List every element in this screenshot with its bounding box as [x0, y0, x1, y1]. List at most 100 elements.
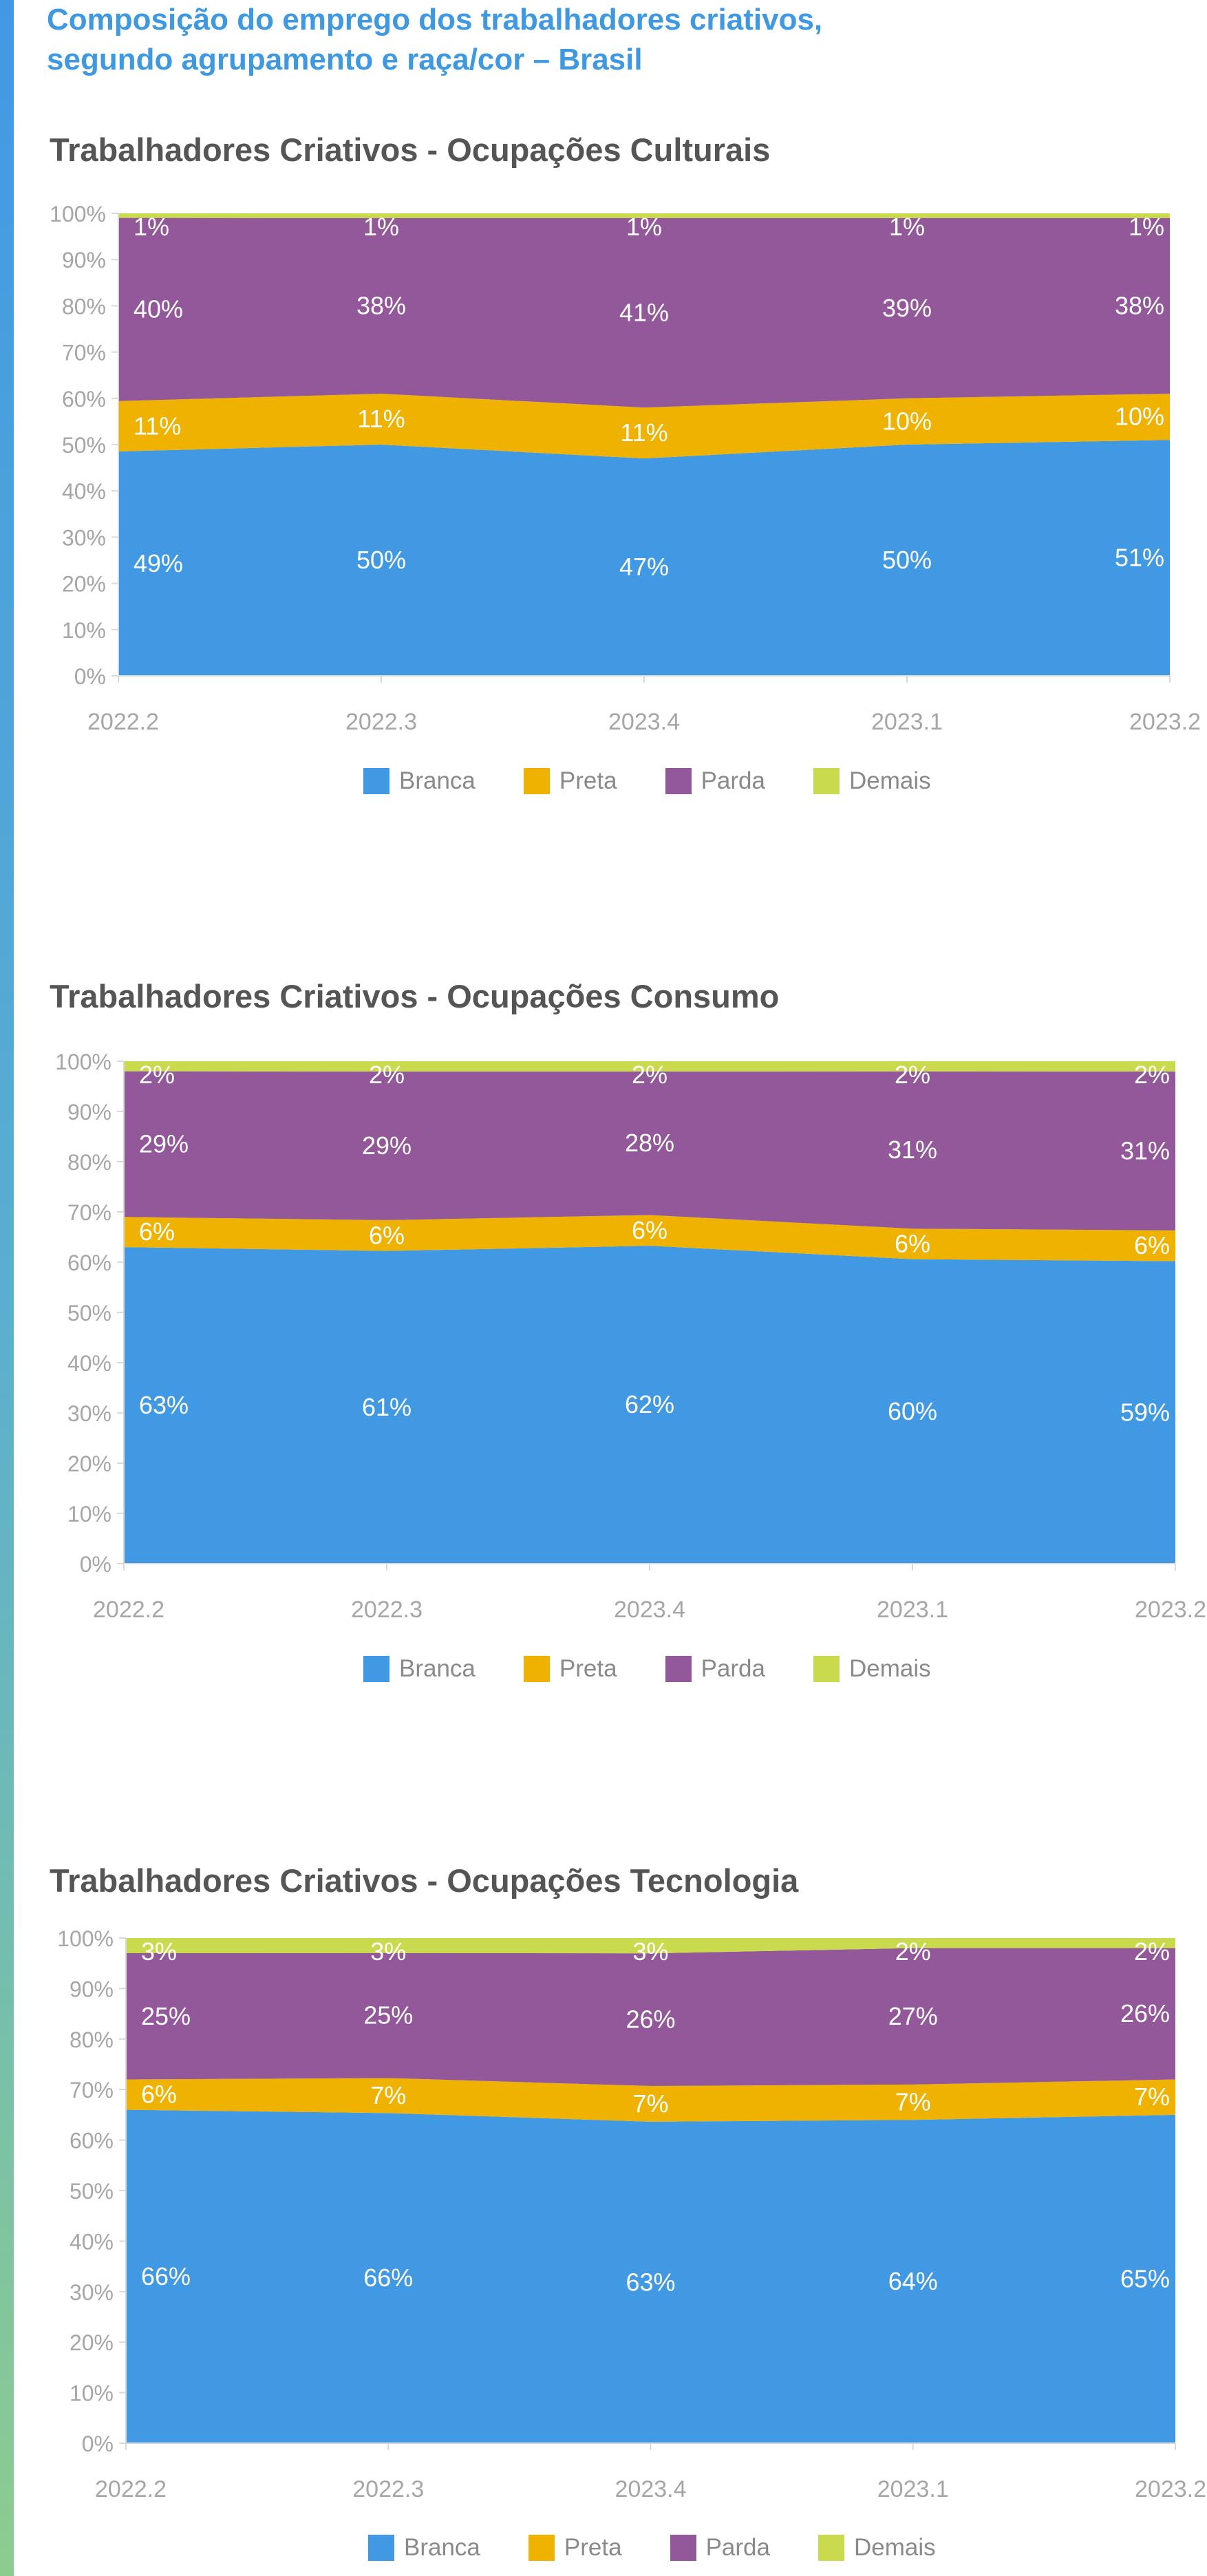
chart-title: Trabalhadores Criativos - Ocupações Tecn…	[50, 1862, 799, 1899]
data-label-preta: 10%	[882, 407, 932, 435]
data-label-branca: 47%	[619, 553, 669, 581]
data-label-preta: 6%	[141, 2080, 177, 2109]
legend-swatch	[363, 1656, 389, 1682]
side-accent-bar	[0, 0, 14, 2576]
y-tick-label: 100%	[57, 1926, 114, 1951]
data-label-parda: 25%	[363, 2001, 413, 2030]
x-tick-label: 2023.4	[615, 2476, 687, 2502]
area-branca	[126, 2109, 1175, 2443]
legend-swatch	[813, 1656, 840, 1682]
legend-label: Preta	[564, 2534, 622, 2561]
area-preta	[124, 1215, 1175, 1262]
legend-item-branca: Branca	[363, 767, 476, 795]
data-label-parda: 26%	[1120, 1999, 1170, 2027]
legend-swatch	[523, 1656, 550, 1682]
area-parda	[118, 217, 1170, 408]
chart-legend: Branca Preta Parda Demais	[363, 767, 931, 795]
legend-label: Parda	[705, 2534, 770, 2561]
data-label-demais: 2%	[369, 1061, 405, 1089]
y-tick-label: 80%	[62, 294, 106, 319]
x-tick-label: 2022.3	[351, 1597, 423, 1623]
data-label-preta: 7%	[632, 2089, 668, 2118]
data-label-demais: 1%	[626, 213, 662, 241]
data-label-demais: 2%	[1134, 1937, 1170, 1966]
data-label-preta: 6%	[895, 1229, 930, 1257]
y-tick-label: 30%	[67, 1401, 111, 1426]
legend-item-demais: Demais	[818, 2534, 936, 2562]
legend-item-demais: Demais	[813, 767, 931, 795]
data-label-preta: 11%	[133, 412, 181, 440]
chart-legend: Branca Preta Parda Demais	[363, 1655, 931, 1683]
legend-label: Demais	[848, 1655, 931, 1682]
data-label-demais: 2%	[139, 1061, 175, 1089]
x-tick-label: 2023.4	[608, 709, 680, 735]
legend-item-parda: Parda	[670, 2534, 770, 2562]
y-tick-label: 90%	[67, 1100, 111, 1125]
x-tick-label: 2023.1	[877, 1597, 948, 1623]
x-tick-label: 2023.1	[871, 709, 943, 735]
data-label-demais: 2%	[895, 1937, 931, 1966]
x-tick-label: 2022.2	[87, 709, 159, 735]
data-label-demais: 1%	[889, 213, 925, 241]
data-label-branca: 60%	[888, 1397, 937, 1425]
data-label-branca: 66%	[363, 2264, 413, 2292]
data-label-demais: 2%	[895, 1061, 930, 1089]
legend-label: Demais	[848, 767, 931, 794]
legend-item-parda: Parda	[665, 1655, 765, 1683]
data-label-demais: 3%	[370, 1937, 406, 1966]
y-tick-label: 70%	[62, 341, 106, 365]
data-label-preta: 7%	[370, 2081, 406, 2109]
data-label-preta: 11%	[357, 405, 405, 433]
legend-label: Parda	[701, 1655, 765, 1682]
chart-plot: 0% 10% 20% 30% 40% 50% 60% 70% 80% 90% 100% 2022.2 2…	[50, 202, 1201, 735]
y-tick-label: 60%	[62, 387, 106, 412]
x-tick-label: 2023.4	[614, 1597, 685, 1623]
x-tick-label: 2022.3	[345, 709, 417, 735]
data-label-branca: 66%	[141, 2262, 191, 2290]
data-label-preta: 6%	[139, 1217, 175, 1246]
legend-item-preta: Preta	[523, 767, 617, 795]
data-label-branca: 50%	[882, 546, 932, 574]
legend-item-branca: Branca	[368, 2534, 480, 2562]
data-label-branca: 50%	[356, 546, 406, 574]
legend-swatch	[528, 2535, 555, 2561]
y-tick-label: 30%	[62, 525, 106, 550]
data-label-preta: 11%	[620, 418, 667, 447]
area-demais	[126, 1938, 1175, 1954]
area-demais	[118, 213, 1170, 218]
data-label-preta: 6%	[1134, 1231, 1170, 1259]
data-label-demais: 1%	[1129, 213, 1164, 241]
legend-item-parda: Parda	[665, 767, 765, 795]
y-tick-label: 20%	[62, 572, 106, 597]
data-label-branca: 63%	[139, 1391, 189, 1419]
area-demais	[124, 1061, 1175, 1072]
x-tick-label: 2022.3	[352, 2476, 424, 2502]
data-label-parda: 39%	[882, 294, 932, 322]
legend-item-branca: Branca	[363, 1655, 476, 1683]
y-tick-label: 40%	[70, 2229, 114, 2254]
page-title-line-2: segundo agrupamento e raça/cor – Brasil	[47, 43, 643, 76]
legend-swatch	[665, 768, 692, 794]
chart-legend: Branca Preta Parda Demais	[368, 2534, 936, 2562]
legend-item-preta: Preta	[528, 2534, 622, 2562]
y-tick-label: 90%	[62, 248, 106, 273]
y-tick-label: 10%	[70, 2381, 114, 2406]
y-tick-label: 60%	[67, 1250, 111, 1275]
legend-swatch	[665, 1656, 692, 1682]
legend-swatch	[523, 768, 550, 794]
data-label-branca: 63%	[626, 2268, 675, 2296]
data-label-preta: 10%	[1115, 403, 1164, 431]
y-tick-label: 70%	[70, 2078, 114, 2103]
legend-swatch	[818, 2535, 844, 2561]
area-parda	[124, 1071, 1175, 1231]
area-preta	[126, 2078, 1175, 2122]
y-tick-label: 0%	[82, 2431, 114, 2456]
data-label-parda: 40%	[133, 295, 183, 323]
data-label-parda: 29%	[139, 1129, 189, 1158]
y-tick-label: 100%	[50, 202, 106, 226]
data-label-demais: 2%	[632, 1061, 667, 1089]
y-tick-label: 50%	[67, 1301, 111, 1326]
area-branca	[124, 1246, 1175, 1564]
y-tick-label: 80%	[67, 1150, 111, 1175]
data-label-parda: 25%	[141, 2002, 191, 2030]
